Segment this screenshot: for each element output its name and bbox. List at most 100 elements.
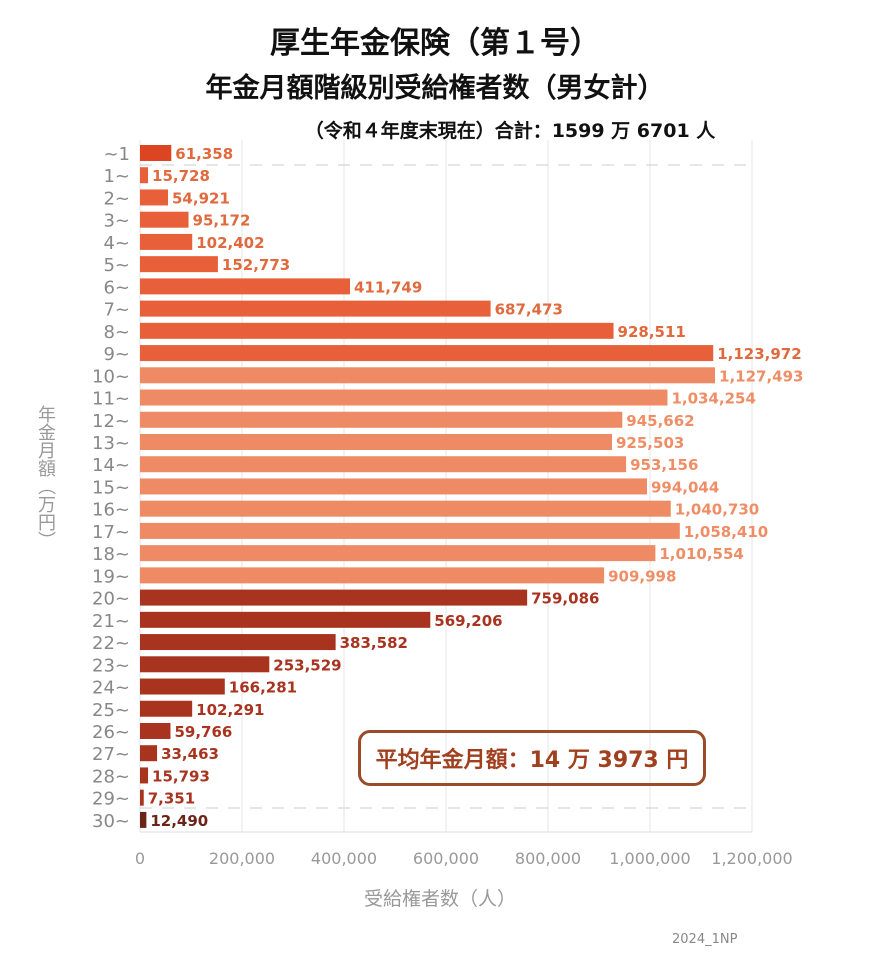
bar [140,589,528,606]
y-tick-label: 25~ [92,700,130,721]
y-tick-label: 24~ [92,678,130,699]
y-tick-label: 1~ [103,166,130,187]
data-label: 909,998 [608,567,676,585]
data-label: 12,490 [150,812,208,830]
data-label: 759,086 [531,590,599,608]
y-tick-label: 9~ [103,344,130,365]
y-tick-label: 10~ [92,366,130,387]
bar [140,367,716,384]
chart-note: （令和４年度末現在）合計：1599 万 6701 人 [304,120,716,142]
bar [140,211,189,228]
x-tick-label: 600,000 [413,849,479,868]
data-label: 1,058,410 [684,523,768,541]
data-label: 15,728 [152,167,210,185]
data-label: 945,662 [626,412,694,430]
bar [140,700,193,717]
bar [140,522,680,539]
y-tick-label: 30~ [92,811,130,832]
y-tick-label: 20~ [92,589,130,610]
data-label: 925,503 [616,434,684,452]
x-tick-label: 400,000 [311,849,377,868]
data-label: 7,351 [148,790,195,808]
y-tick-label: 27~ [92,744,130,765]
bar [140,567,605,584]
data-label: 152,773 [222,256,290,274]
y-tick-label: 18~ [92,544,130,565]
x-tick-label: 800,000 [515,849,581,868]
bar [140,767,149,784]
bar [140,634,336,651]
y-tick-label: 21~ [92,611,130,632]
data-label: 383,582 [340,634,408,652]
bar [140,722,171,739]
x-tick-label: 1,000,000 [609,849,690,868]
data-label: 102,291 [196,701,264,719]
data-label: 15,793 [152,767,210,785]
y-tick-label: 26~ [92,722,130,743]
y-tick-label: 5~ [103,255,130,276]
data-label: 411,749 [354,278,422,296]
y-axis-label: 年金月額（万円） [35,405,56,549]
data-label: 59,766 [174,723,232,741]
y-tick-label: 7~ [103,300,130,321]
data-label: 253,529 [273,656,341,674]
y-tick-label: 11~ [92,389,130,410]
data-label: 994,044 [651,478,719,496]
chart-title: 厚生年金保険（第１号） [270,26,600,61]
data-label: 1,123,972 [717,345,801,363]
bar [140,167,149,184]
bar [140,278,350,295]
bar [140,345,714,362]
data-label: 1,127,493 [719,367,803,385]
x-tick-label: 1,200,000 [711,849,792,868]
data-label: 1,010,554 [659,545,743,563]
bar [140,233,193,250]
bar [140,411,623,428]
bar [140,256,218,273]
bar [140,545,656,562]
credit: 2024_1NP [672,932,738,947]
data-label: 33,463 [161,745,219,763]
data-label: 166,281 [229,679,297,697]
y-tick-label: 8~ [103,322,130,343]
y-tick-label: 23~ [92,655,130,676]
average-annotation: 平均年金月額：14 万 3973 円 [358,730,706,786]
data-label: 1,040,730 [675,501,759,519]
bar [140,656,270,673]
y-tick-label: 13~ [92,433,130,454]
bar [140,389,668,406]
data-label: 102,402 [196,234,264,252]
y-tick-label: 12~ [92,411,130,432]
bar [140,478,647,495]
y-tick-label: ~1 [103,144,130,165]
bar [140,456,627,473]
bar [140,433,613,450]
bar [140,322,614,339]
y-tick-label: 19~ [92,566,130,587]
x-axis-label: 受給権者数（人） [363,888,516,910]
bar [140,145,172,161]
y-tick-label: 6~ [103,277,130,298]
bar [140,611,431,628]
y-tick-label: 14~ [92,455,130,476]
bar [140,811,147,828]
data-label: 54,921 [172,189,230,207]
y-tick-label: 3~ [103,211,130,232]
x-tick-label: 0 [135,849,145,868]
chart-subtitle: 年金月額階級別受給権者数（男女計） [205,73,665,104]
y-tick-label: 29~ [92,789,130,810]
bar [140,300,491,317]
y-tick-label: 2~ [103,188,130,209]
y-tick-label: 4~ [103,233,130,254]
data-label: 928,511 [618,323,686,341]
data-label: 569,206 [434,612,502,630]
y-tick-label: 28~ [92,766,130,787]
bar [140,678,225,695]
x-tick-label: 200,000 [209,849,275,868]
data-label: 687,473 [495,301,563,319]
y-tick-label: 22~ [92,633,130,654]
data-label: 1,034,254 [671,390,755,408]
bar [140,745,158,762]
